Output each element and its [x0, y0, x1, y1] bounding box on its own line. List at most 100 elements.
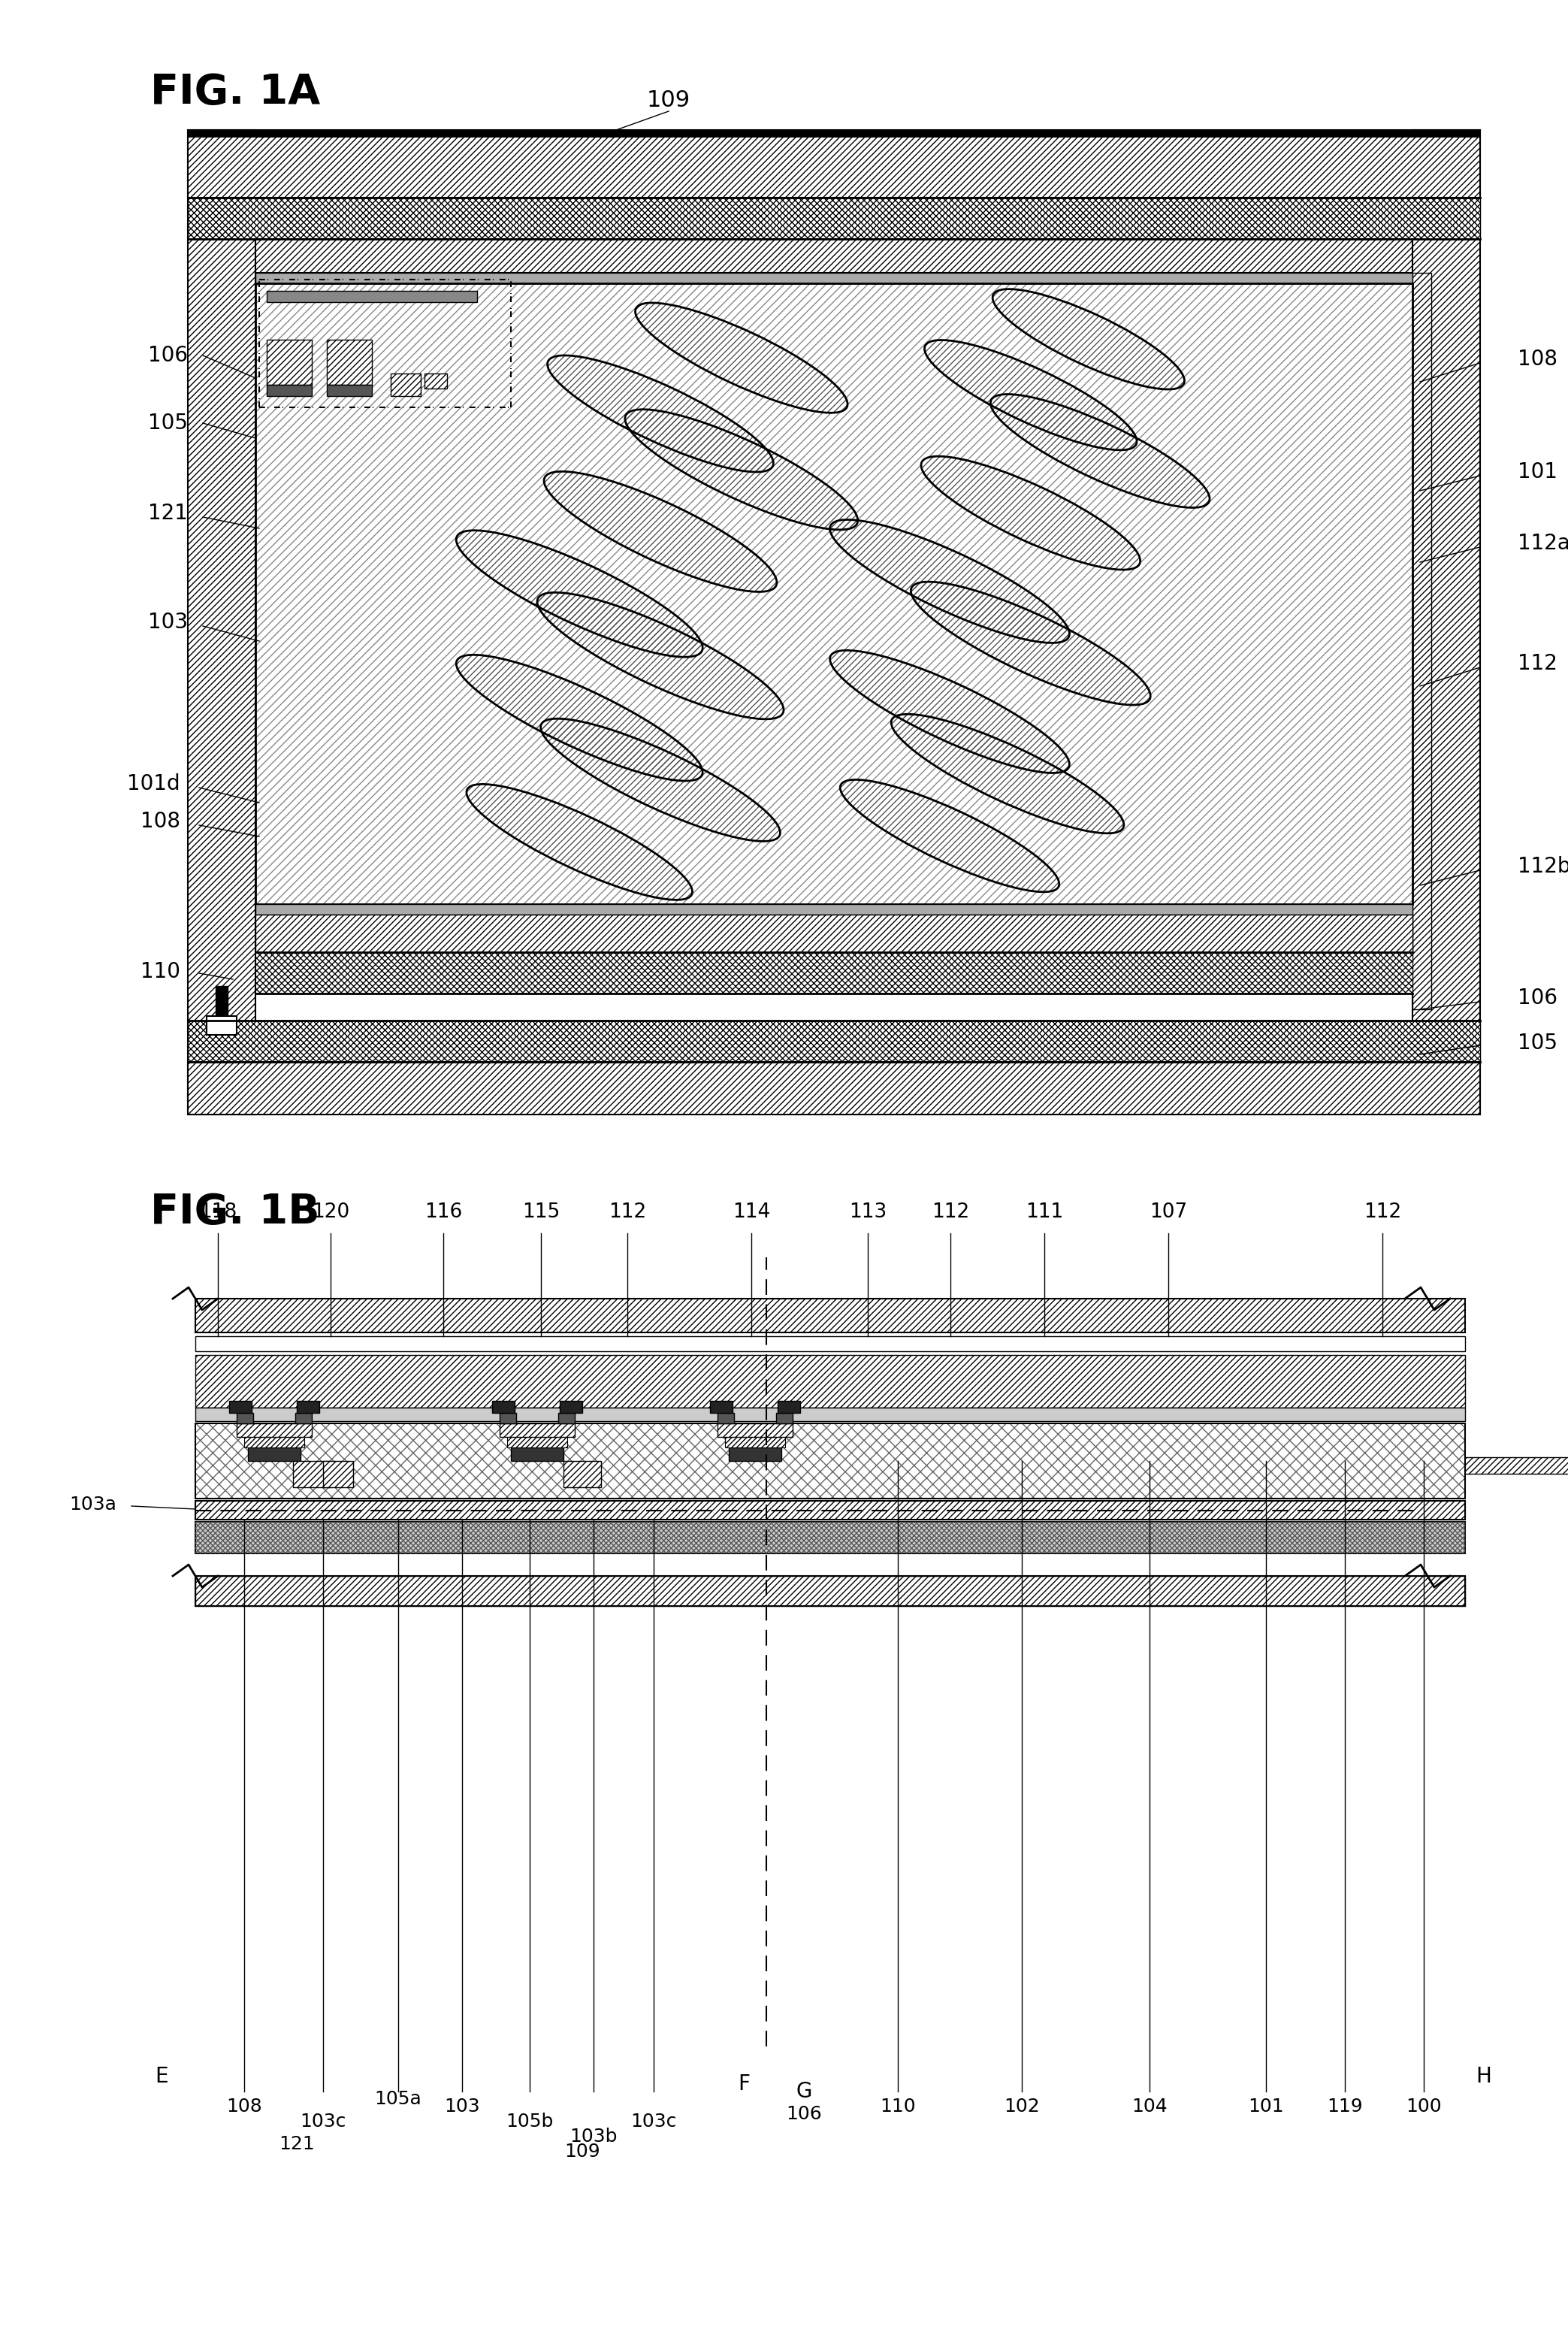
Bar [196, 1458, 1465, 1474]
Bar [1367, 1458, 1568, 1474]
Bar [196, 1576, 1465, 1607]
Bar [1060, 1458, 1157, 1474]
Text: 102: 102 [1004, 2096, 1040, 2115]
Text: 112b: 112b [1518, 856, 1568, 877]
Ellipse shape [544, 471, 776, 592]
Text: 104: 104 [1132, 2096, 1168, 2115]
Bar [390, 373, 420, 396]
Bar [188, 131, 1480, 198]
Bar [196, 1576, 1465, 1607]
Text: 121: 121 [279, 2136, 315, 2152]
Text: 106: 106 [147, 345, 188, 366]
Bar [196, 1299, 1465, 1332]
Bar [295, 1413, 312, 1423]
Ellipse shape [829, 520, 1069, 644]
Ellipse shape [541, 718, 781, 842]
Bar [724, 1437, 786, 1448]
Text: G: G [797, 2080, 812, 2101]
Bar [383, 1458, 444, 1495]
Bar [500, 1413, 516, 1423]
Bar [256, 905, 1413, 914]
Bar [267, 292, 477, 303]
Bar [256, 951, 1413, 993]
Bar [196, 1423, 1465, 1499]
Bar [196, 1355, 1465, 1409]
Text: 118: 118 [199, 1203, 237, 1222]
Bar [188, 131, 256, 1115]
Bar [267, 385, 312, 396]
Ellipse shape [456, 655, 702, 781]
Bar [939, 1458, 1004, 1474]
Bar [256, 282, 1413, 905]
Text: 115: 115 [522, 1203, 560, 1222]
Bar [776, 1413, 793, 1423]
Bar [549, 1458, 608, 1495]
Bar [267, 340, 312, 385]
Text: 108: 108 [141, 812, 180, 833]
Text: 105b: 105b [506, 2113, 554, 2131]
Text: 103b: 103b [569, 2127, 618, 2145]
Text: 101: 101 [1518, 462, 1557, 483]
Ellipse shape [456, 529, 702, 658]
Text: 103c: 103c [299, 2113, 347, 2131]
Bar [229, 1402, 252, 1413]
Text: 109: 109 [564, 2143, 601, 2162]
Text: FIG. 1B: FIG. 1B [151, 1192, 320, 1234]
Bar [718, 1423, 793, 1437]
Text: 113: 113 [848, 1203, 886, 1222]
Ellipse shape [547, 354, 773, 471]
Ellipse shape [991, 394, 1209, 508]
Bar [500, 1423, 575, 1437]
Text: 106: 106 [1518, 986, 1557, 1007]
Text: H: H [1475, 2066, 1491, 2087]
Bar [662, 1458, 729, 1495]
Text: 110: 110 [880, 2096, 916, 2115]
Bar [196, 1409, 1465, 1420]
Ellipse shape [635, 303, 848, 413]
Bar [245, 1437, 304, 1448]
Ellipse shape [467, 784, 693, 900]
Text: E: E [155, 2066, 168, 2087]
Bar [237, 1413, 252, 1423]
Bar [436, 1458, 533, 1474]
Bar [216, 986, 227, 1017]
Text: 111: 111 [1025, 1203, 1063, 1222]
Text: 112: 112 [608, 1203, 646, 1222]
Bar [188, 1021, 1480, 1061]
Bar [511, 1448, 563, 1460]
Bar [1308, 1474, 1375, 1495]
Bar [237, 1423, 312, 1437]
Bar [710, 1402, 732, 1413]
Bar [196, 1458, 376, 1474]
Bar [778, 1402, 800, 1413]
Text: 107: 107 [1149, 1203, 1187, 1222]
Bar [188, 1061, 1480, 1115]
Text: 116: 116 [425, 1203, 463, 1222]
Bar [256, 914, 1413, 951]
Text: 121: 121 [147, 504, 188, 525]
Text: FIG. 1A: FIG. 1A [151, 72, 320, 112]
Bar [207, 1017, 237, 1035]
Bar [188, 131, 1480, 138]
Bar [196, 1423, 1465, 1499]
Text: 103a: 103a [69, 1495, 116, 1513]
Bar [248, 1448, 301, 1460]
Text: 103: 103 [147, 611, 188, 632]
Bar [326, 385, 372, 396]
Bar [425, 373, 447, 389]
Bar [718, 1413, 734, 1423]
Text: F: F [739, 2073, 750, 2094]
Bar [256, 282, 1413, 905]
Bar [563, 1460, 601, 1488]
Bar [188, 198, 1480, 238]
Bar [729, 1448, 781, 1460]
Bar [1007, 1474, 1074, 1495]
Bar [549, 1474, 608, 1495]
Bar [872, 1458, 939, 1495]
Text: 120: 120 [312, 1203, 350, 1222]
Ellipse shape [538, 592, 784, 718]
Text: 101: 101 [1248, 2096, 1284, 2115]
Bar [506, 1437, 568, 1448]
Bar [1165, 1474, 1225, 1495]
Bar [196, 1336, 1465, 1350]
